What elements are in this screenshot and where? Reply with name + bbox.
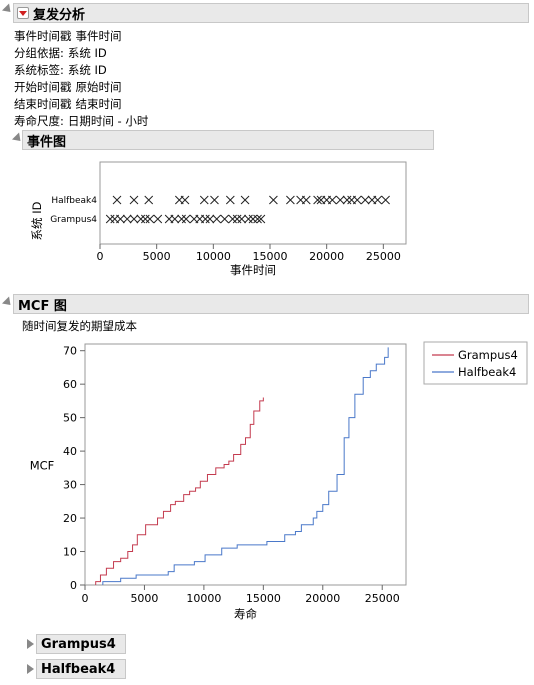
mcf-x-tick-label: 15000 — [246, 592, 281, 605]
event-marker — [140, 214, 150, 224]
event-marker — [116, 214, 125, 224]
mcf-y-tick-label: 20 — [63, 512, 77, 525]
event-marker — [199, 195, 209, 205]
event-marker — [201, 214, 210, 224]
event-x-axis-label: 事件时间 — [230, 263, 276, 277]
mcf-series-line — [102, 347, 389, 585]
event-marker — [153, 214, 163, 224]
event-x-tick-label: 20000 — [309, 250, 344, 263]
event-marker — [170, 214, 180, 224]
info-row: 分组依据: 系统 ID — [14, 46, 107, 60]
event-x-tick-label: 0 — [97, 250, 104, 263]
event-marker — [129, 214, 139, 224]
event-marker — [244, 214, 253, 224]
mcf-y-tick-label: 30 — [63, 479, 77, 492]
mcf-y-tick-label: 0 — [70, 579, 77, 592]
mcf-y-tick-label: 10 — [63, 546, 77, 559]
mcf-y-tick-label: 50 — [63, 412, 77, 425]
event-marker — [180, 195, 190, 205]
event-marker — [269, 195, 278, 205]
mcf-legend-label: Halfbeak4 — [458, 365, 516, 379]
info-row: 开始时间戳 原始时间 — [14, 80, 122, 94]
halfbeak-expand-icon[interactable] — [27, 664, 34, 674]
mcf-plot-header: MCF 图 — [13, 294, 529, 314]
mcf-legend-box — [423, 341, 528, 385]
halfbeak-outline-title: Halfbeak4 — [41, 661, 116, 677]
event-marker — [205, 214, 215, 224]
event-marker — [286, 195, 295, 205]
mcf-y-tick-label: 40 — [63, 445, 77, 458]
event-plot-title: 事件图 — [27, 134, 67, 150]
event-marker — [360, 195, 370, 205]
grampus-outline-title: Grampus4 — [41, 636, 116, 652]
report-header: 复发分析 — [13, 3, 529, 23]
event-marker — [256, 214, 266, 224]
event-marker — [248, 214, 258, 224]
mcf-y-axis-label: MCF — [30, 459, 55, 473]
event-plot-frame — [99, 161, 407, 245]
mcf-series-line — [95, 397, 264, 585]
event-marker — [373, 195, 383, 205]
event-x-tick-label: 15000 — [253, 250, 288, 263]
mcf-plot: 0 10 20 30 40 50 60 70 0 5000 10000 15000 20000 25000… — [30, 341, 528, 621]
mcf-x-axis-label: 寿命 — [234, 607, 257, 621]
event-marker — [301, 195, 311, 205]
event-marker — [136, 214, 146, 224]
mcf-subtitle: 随时间复发的期望成本 — [22, 319, 137, 333]
event-x-tick-label: 25000 — [366, 250, 401, 263]
event-marker — [112, 195, 122, 205]
event-x-tick-label: 10000 — [196, 250, 231, 263]
event-marker — [220, 214, 230, 224]
event-marker — [177, 214, 186, 224]
mcf-legend-label: Grampus4 — [458, 348, 518, 362]
event-marker — [105, 214, 115, 224]
event-marker — [342, 195, 352, 205]
report-title: 复发分析 — [33, 7, 86, 23]
event-marker — [144, 195, 154, 205]
mcf-x-tick-label: 25000 — [365, 592, 400, 605]
event-marker — [335, 195, 345, 205]
event-marker — [181, 214, 191, 224]
grampus-expand-icon[interactable] — [27, 639, 34, 649]
event-marker — [313, 195, 322, 205]
info-row: 结束时间戳 结束时间 — [14, 97, 122, 111]
info-row: 系统标签: 系统 ID — [14, 63, 107, 77]
event-marker — [237, 214, 247, 224]
mcf-x-tick-label: 0 — [82, 592, 89, 605]
report-menu-icon[interactable] — [17, 7, 29, 19]
mcf-y-tick-label: 70 — [63, 345, 77, 358]
event-marker — [212, 214, 222, 224]
event-marker — [225, 195, 235, 205]
event-marker — [145, 214, 155, 224]
event-y-axis-label: 系统 ID — [30, 201, 44, 240]
event-plot: Halfbeak4 Grampus4 0 5000 10000 15000 20000 250… — [30, 161, 407, 277]
mcf-plot-frame — [84, 343, 407, 586]
event-marker — [327, 195, 337, 205]
event-marker — [253, 214, 262, 224]
event-marker — [381, 195, 390, 205]
event-marker — [240, 195, 250, 205]
grampus-outline-header[interactable]: Grampus4 — [36, 634, 126, 654]
mcf-legend: Grampus4 Halfbeak4 — [423, 341, 528, 385]
event-plot-header: 事件图 — [22, 130, 434, 150]
event-marker — [122, 214, 132, 224]
mcf-x-tick-label: 20000 — [305, 592, 340, 605]
mcf-plot-title: MCF 图 — [18, 298, 67, 314]
mcf-x-tick-label: 10000 — [186, 592, 221, 605]
halfbeak-outline-header[interactable]: Halfbeak4 — [36, 659, 126, 679]
info-row: 事件时间戳 事件时间 — [14, 29, 122, 43]
event-x-tick-label: 5000 — [143, 250, 171, 263]
event-row-label: Grampus4 — [50, 215, 97, 225]
mcf-y-tick-label: 60 — [63, 378, 77, 391]
event-marker — [232, 214, 242, 224]
event-marker — [228, 214, 237, 224]
info-row: 寿命尺度: 日期时间 - 小时 — [14, 114, 149, 128]
event-row-label: Halfbeak4 — [51, 196, 97, 206]
event-marker — [129, 195, 139, 205]
event-marker — [210, 195, 219, 205]
event-marker — [352, 195, 362, 205]
mcf-x-tick-label: 5000 — [130, 592, 158, 605]
